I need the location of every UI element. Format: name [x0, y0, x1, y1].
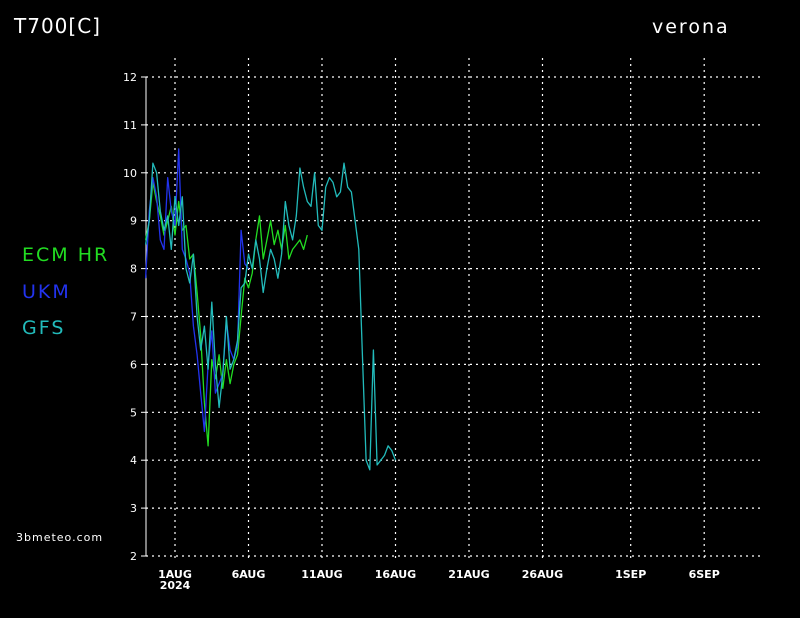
- x-tick-year: 2024: [160, 579, 191, 592]
- x-tick-label: 1SEP: [615, 568, 646, 581]
- y-tick-label: 6: [130, 358, 137, 371]
- legend-gfs: GFS: [22, 317, 66, 339]
- y-tick-label: 2: [130, 550, 137, 563]
- y-tick-label: 5: [130, 406, 137, 419]
- y-tick-label: 8: [130, 263, 137, 276]
- y-tick-label: 7: [130, 311, 137, 324]
- x-tick-label: 11AUG: [301, 568, 342, 581]
- y-tick-label: 4: [130, 454, 137, 467]
- legend-ecm: ECM HR: [22, 244, 110, 266]
- x-tick-label: 26AUG: [522, 568, 563, 581]
- y-tick-label: 12: [123, 71, 137, 84]
- series-line-gfs: [144, 162, 397, 471]
- site-credit: 3bmeteo.com: [16, 531, 104, 544]
- x-tick-label: 21AUG: [448, 568, 489, 581]
- x-tick-label: 6AUG: [232, 568, 266, 581]
- location-label: verona: [652, 16, 730, 38]
- y-tick-label: 10: [123, 167, 137, 180]
- x-tick-label: 1AUG: [158, 568, 192, 581]
- y-tick-label: 3: [130, 502, 137, 515]
- chart-title: T700[C]: [14, 14, 101, 38]
- series-line-ecm: [144, 181, 308, 447]
- legend-ukm: UKM: [22, 281, 71, 303]
- y-tick-label: 9: [130, 215, 137, 228]
- series-line-ukm: [144, 148, 250, 433]
- x-tick-label: 16AUG: [375, 568, 416, 581]
- y-tick-label: 11: [123, 119, 137, 132]
- x-tick-label: 6SEP: [689, 568, 720, 581]
